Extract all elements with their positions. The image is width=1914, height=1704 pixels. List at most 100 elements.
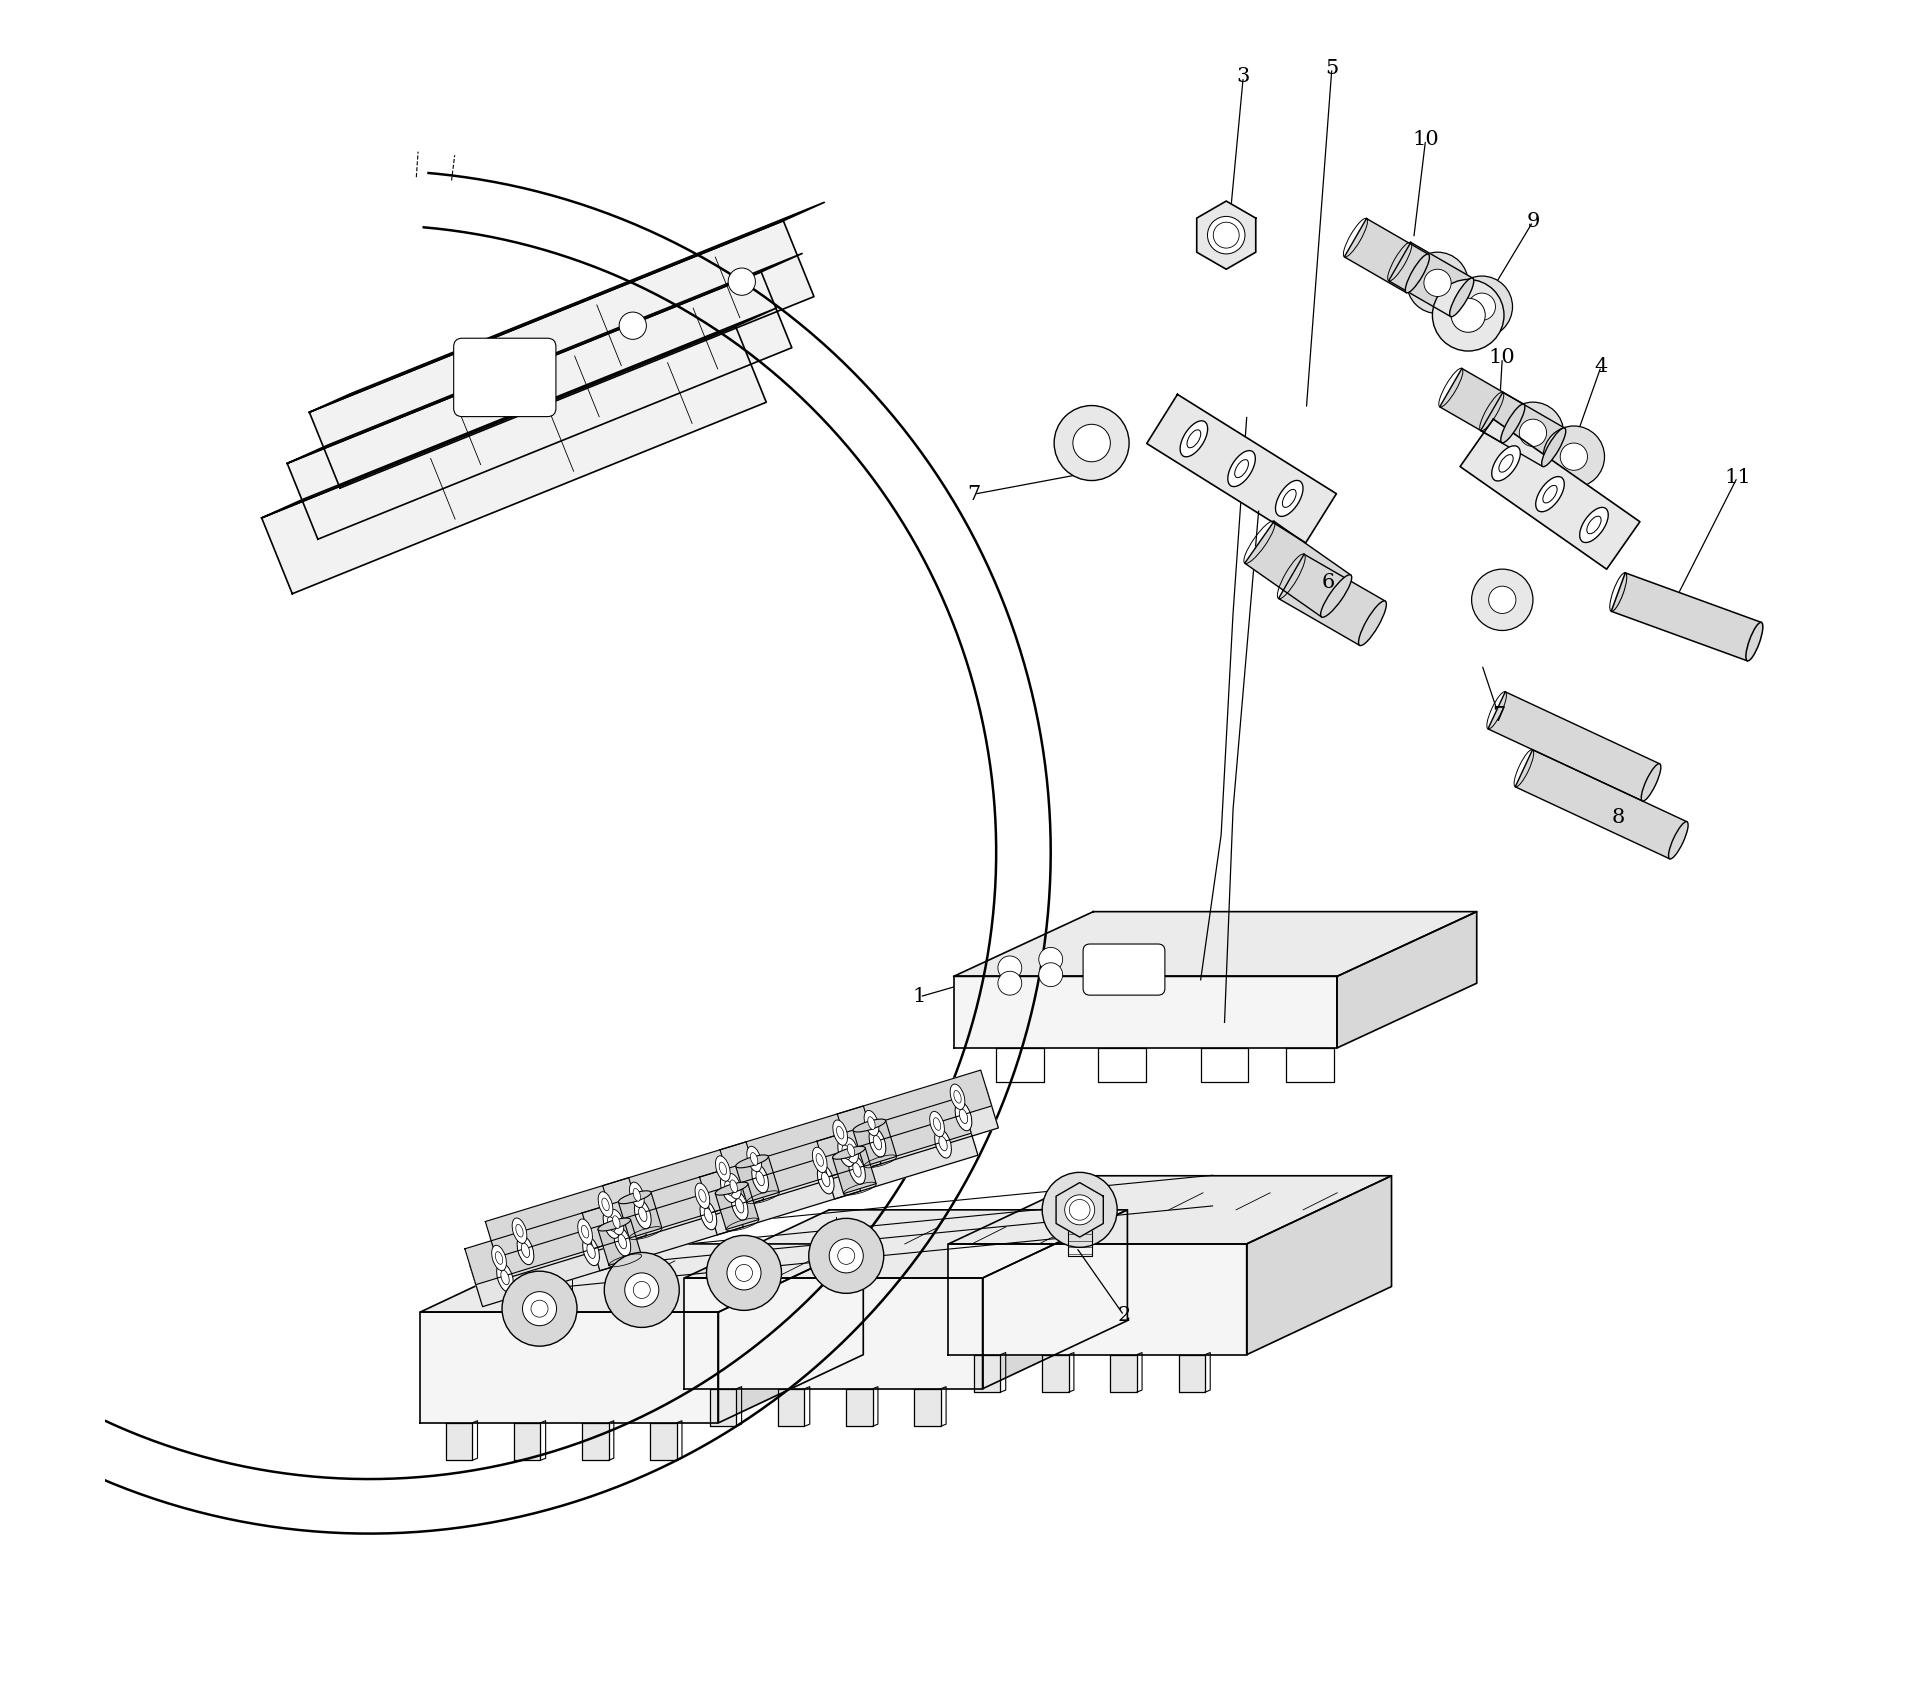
Polygon shape: [1487, 692, 1659, 801]
Ellipse shape: [959, 1109, 968, 1123]
Polygon shape: [685, 1278, 982, 1389]
Ellipse shape: [1489, 586, 1516, 613]
Ellipse shape: [955, 1102, 972, 1131]
Polygon shape: [1246, 1176, 1391, 1355]
Ellipse shape: [1472, 569, 1533, 630]
Ellipse shape: [1227, 450, 1256, 487]
Polygon shape: [1110, 1355, 1137, 1392]
Polygon shape: [471, 1222, 626, 1307]
Polygon shape: [817, 1097, 970, 1177]
Ellipse shape: [601, 1198, 609, 1212]
Ellipse shape: [815, 1154, 823, 1166]
Ellipse shape: [940, 1137, 947, 1150]
Ellipse shape: [1543, 486, 1558, 503]
Ellipse shape: [1468, 293, 1495, 320]
Ellipse shape: [582, 1237, 599, 1266]
Ellipse shape: [810, 1218, 884, 1293]
Polygon shape: [1344, 218, 1428, 293]
Polygon shape: [582, 1169, 737, 1249]
Polygon shape: [310, 222, 813, 487]
Ellipse shape: [720, 1162, 727, 1174]
Ellipse shape: [833, 1120, 848, 1145]
Ellipse shape: [735, 1155, 768, 1167]
Polygon shape: [287, 273, 792, 538]
Ellipse shape: [612, 1215, 620, 1229]
Ellipse shape: [1321, 574, 1351, 617]
Ellipse shape: [1070, 1200, 1091, 1220]
Polygon shape: [490, 1195, 647, 1280]
Ellipse shape: [706, 1235, 781, 1310]
Polygon shape: [421, 1312, 718, 1423]
Ellipse shape: [854, 1120, 886, 1131]
Ellipse shape: [530, 1300, 547, 1317]
Ellipse shape: [873, 1135, 882, 1150]
Ellipse shape: [501, 1269, 509, 1285]
Ellipse shape: [515, 1225, 523, 1237]
Polygon shape: [1279, 554, 1386, 646]
Text: 3: 3: [1236, 66, 1250, 87]
Polygon shape: [1196, 201, 1256, 269]
Ellipse shape: [701, 1201, 716, 1230]
Ellipse shape: [1407, 252, 1468, 314]
Ellipse shape: [867, 1116, 875, 1130]
Ellipse shape: [1062, 1193, 1097, 1227]
Ellipse shape: [725, 1174, 741, 1200]
Ellipse shape: [599, 1191, 612, 1217]
Ellipse shape: [1424, 269, 1451, 296]
Ellipse shape: [934, 1118, 942, 1130]
Ellipse shape: [735, 1264, 752, 1281]
Polygon shape: [704, 1150, 861, 1235]
Polygon shape: [699, 1133, 854, 1213]
Polygon shape: [842, 1087, 999, 1172]
Ellipse shape: [1499, 455, 1514, 472]
Ellipse shape: [1587, 516, 1602, 533]
Polygon shape: [735, 1157, 779, 1203]
FancyBboxPatch shape: [454, 337, 555, 416]
Ellipse shape: [1451, 298, 1485, 332]
Polygon shape: [1481, 392, 1566, 467]
Ellipse shape: [838, 1247, 856, 1264]
Ellipse shape: [1039, 947, 1062, 971]
Text: 5: 5: [1324, 58, 1338, 78]
Polygon shape: [486, 1177, 639, 1258]
Ellipse shape: [609, 1210, 624, 1235]
Ellipse shape: [727, 268, 756, 295]
Ellipse shape: [1359, 602, 1386, 646]
Polygon shape: [716, 1184, 758, 1230]
Text: 10: 10: [1413, 130, 1439, 150]
Polygon shape: [651, 1423, 678, 1460]
Ellipse shape: [1432, 279, 1504, 351]
Ellipse shape: [1405, 254, 1430, 293]
Polygon shape: [597, 1220, 641, 1266]
Text: 2: 2: [1118, 1305, 1131, 1326]
Ellipse shape: [735, 1198, 745, 1213]
Polygon shape: [725, 1123, 880, 1208]
Ellipse shape: [630, 1183, 645, 1208]
Ellipse shape: [812, 1147, 827, 1172]
Ellipse shape: [848, 1143, 856, 1157]
Ellipse shape: [634, 1200, 651, 1229]
Ellipse shape: [750, 1152, 758, 1166]
Ellipse shape: [729, 1179, 737, 1193]
Ellipse shape: [934, 1130, 951, 1159]
Ellipse shape: [949, 1084, 965, 1109]
Ellipse shape: [817, 1166, 835, 1195]
Ellipse shape: [496, 1263, 513, 1292]
Ellipse shape: [634, 1188, 641, 1201]
Ellipse shape: [1520, 419, 1547, 446]
Ellipse shape: [588, 1244, 595, 1259]
Ellipse shape: [1560, 443, 1587, 470]
Ellipse shape: [1642, 763, 1661, 801]
Ellipse shape: [1181, 421, 1208, 457]
Ellipse shape: [716, 1155, 731, 1181]
Ellipse shape: [582, 1225, 590, 1239]
Polygon shape: [421, 1244, 863, 1312]
Ellipse shape: [842, 1145, 850, 1159]
Ellipse shape: [836, 1126, 844, 1138]
Ellipse shape: [752, 1164, 769, 1193]
Polygon shape: [854, 1121, 896, 1166]
Ellipse shape: [1502, 402, 1564, 463]
Ellipse shape: [1451, 276, 1512, 337]
Polygon shape: [618, 1193, 662, 1239]
Polygon shape: [310, 203, 825, 412]
